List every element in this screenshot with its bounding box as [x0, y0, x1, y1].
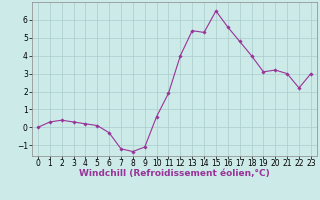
X-axis label: Windchill (Refroidissement éolien,°C): Windchill (Refroidissement éolien,°C)	[79, 169, 270, 178]
